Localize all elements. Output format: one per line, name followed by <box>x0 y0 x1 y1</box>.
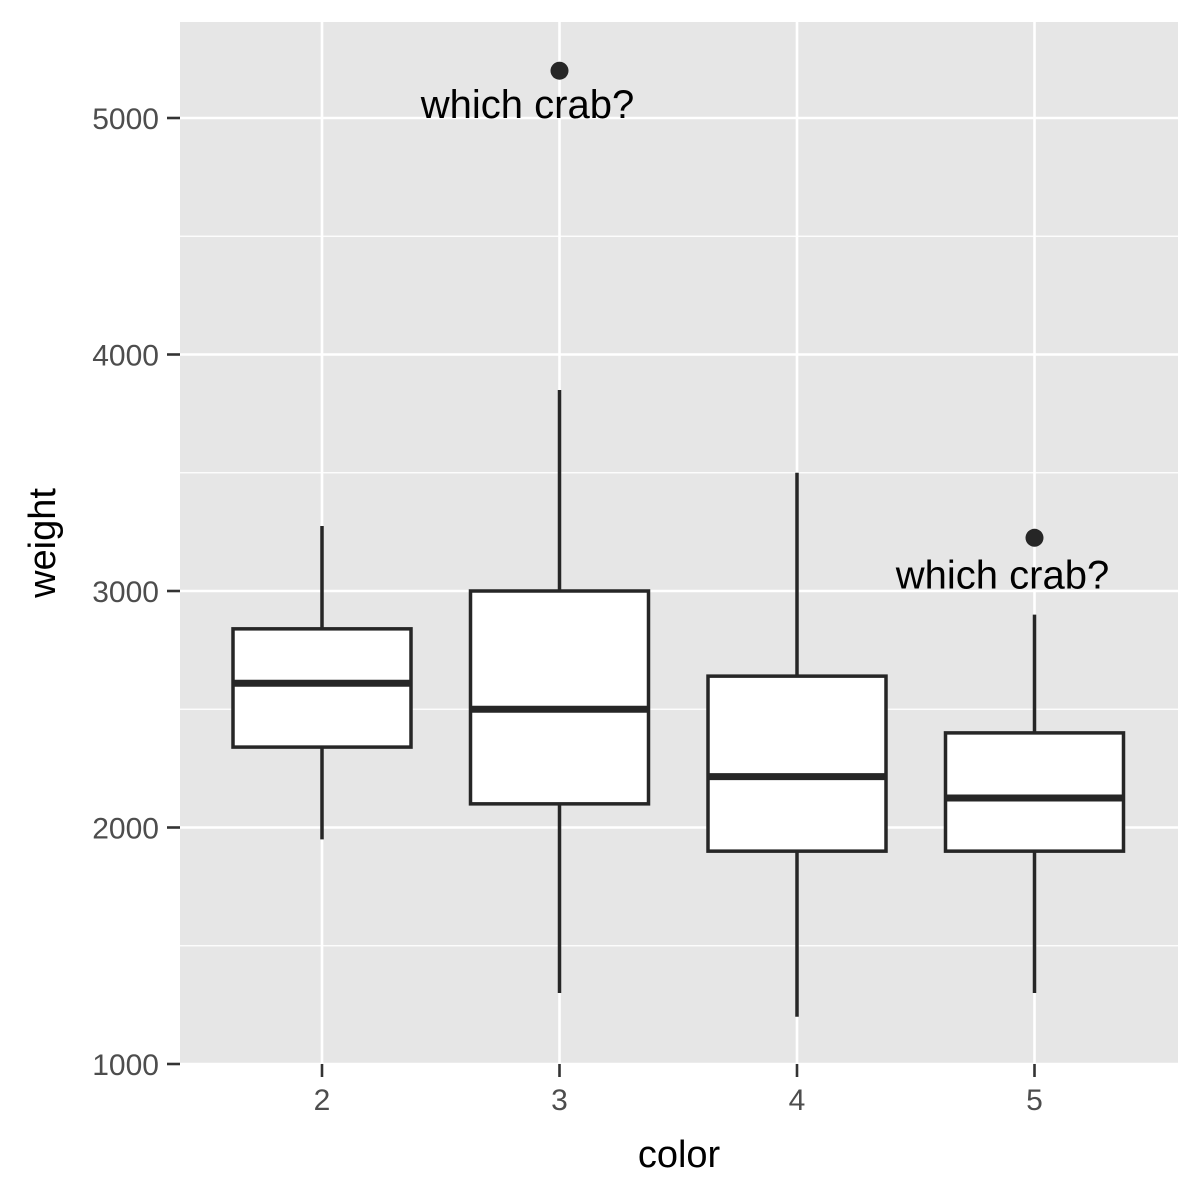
box-iqr <box>706 674 888 853</box>
x-axis-title: color <box>638 1134 721 1176</box>
y-tick-label: 5000 <box>92 103 159 136</box>
annotations: which crab? which crab? <box>420 83 1109 598</box>
box-group <box>943 528 1126 994</box>
box-group <box>231 525 413 840</box>
box-group <box>468 61 651 994</box>
y-tick-label: 2000 <box>92 813 159 846</box>
y-tick-label: 4000 <box>92 340 159 373</box>
outlier-point <box>550 61 569 80</box>
y-tick-label: 1000 <box>92 1049 159 1082</box>
y-axis-title: weight <box>22 488 64 599</box>
y-tick-label: 3000 <box>92 576 159 609</box>
x-tick-label: 2 <box>314 1084 331 1117</box>
box-iqr <box>468 589 651 806</box>
x-tick-label: 3 <box>551 1084 568 1117</box>
boxes <box>231 61 1126 1017</box>
box-iqr <box>231 627 413 749</box>
box-iqr <box>943 731 1126 853</box>
plot-panel <box>180 22 1178 1064</box>
annotation-label: which crab? <box>895 553 1109 597</box>
annotation-label: which crab? <box>420 83 634 127</box>
axes: 1000 2000 3000 4000 5000 2 3 4 5 <box>92 103 1043 1117</box>
x-tick-label: 4 <box>789 1084 806 1117</box>
x-tick-label: 5 <box>1026 1084 1043 1117</box>
outlier-point <box>1025 528 1044 547</box>
box-group <box>706 472 888 1017</box>
